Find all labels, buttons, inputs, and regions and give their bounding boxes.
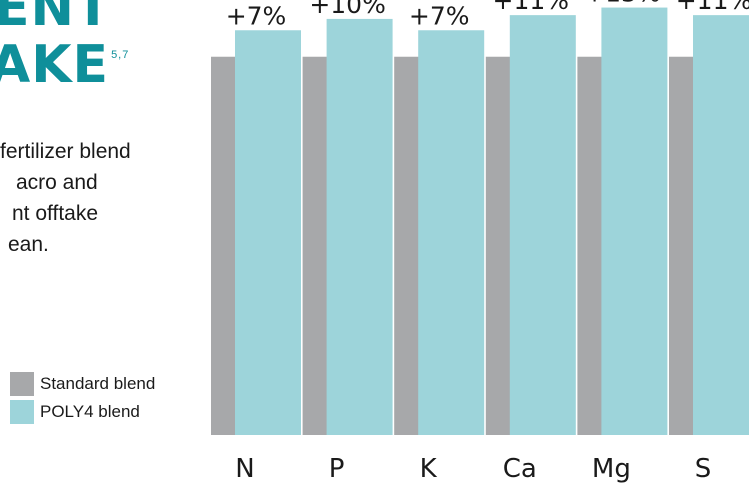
description-line: ean.	[8, 233, 49, 256]
bar-standard-p	[302, 56, 330, 435]
bar-standard-ca	[485, 56, 513, 435]
bar-poly4-n	[235, 30, 301, 436]
legend-swatch-standard	[10, 372, 34, 396]
x-tick-p: P	[329, 454, 345, 484]
bar-standard-mg	[577, 56, 605, 435]
chart-legend: Standard blend POLY4 blend	[10, 372, 155, 428]
description-line: acro and	[16, 171, 98, 194]
x-tick-s: S	[695, 454, 712, 484]
description-line: nt offtake	[12, 202, 99, 225]
heading-line-1: ENT	[0, 0, 112, 38]
legend-item-standard: Standard blend	[10, 372, 155, 396]
bar-poly4-s	[693, 15, 749, 436]
bar-standard-n	[211, 56, 238, 435]
bar-poly4-p	[326, 18, 393, 435]
description: fertilizer blend acro and nt offtake ean…	[0, 136, 200, 260]
data-label-p: +10%	[309, 0, 386, 19]
legend-swatch-poly4	[10, 400, 34, 424]
data-label-k: +7%	[409, 1, 470, 30]
bar-standard-k	[394, 56, 422, 435]
bar-poly4-k	[418, 30, 485, 436]
description-line: fertilizer blend	[0, 140, 131, 163]
x-tick-mg: Mg	[592, 454, 631, 484]
x-tick-k: K	[420, 454, 438, 484]
legend-label-poly4: POLY4 blend	[40, 402, 140, 421]
data-label-n: +7%	[226, 1, 287, 30]
bar-standard-s	[669, 56, 696, 435]
legend-label-standard: Standard blend	[40, 374, 156, 393]
x-tick-ca: Ca	[503, 454, 537, 484]
data-label-mg: +13%	[584, 0, 661, 8]
bar-poly4-mg	[601, 7, 668, 436]
data-label-ca: +11%	[493, 0, 570, 15]
heading-line-2: AKE 5,7	[0, 35, 130, 95]
data-label-s: +11%	[676, 0, 749, 15]
legend-item-poly4: POLY4 blend	[10, 400, 155, 424]
heading-superscript: 5,7	[111, 49, 130, 61]
bar-poly4-ca	[509, 15, 576, 436]
x-tick-n: N	[235, 454, 254, 484]
